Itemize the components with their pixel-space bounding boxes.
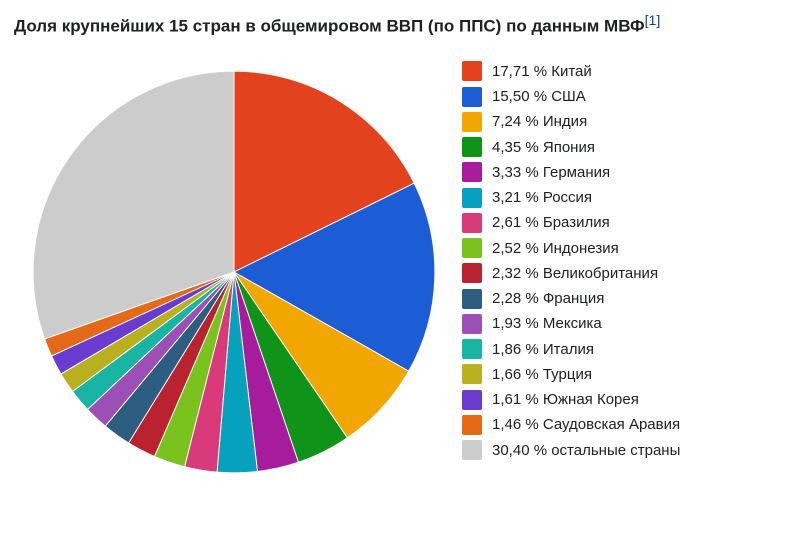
chart-row: 17,71 % Китай15,50 % США7,24 % Индия 4,35… [14,52,776,492]
legend-label: 2,61 % Бразилия [492,211,610,234]
legend-label: 2,52 % Индонезия [492,237,619,260]
legend-label: 2,32 % Великобритания [492,262,658,285]
legend-item: 2,61 % Бразилия [462,211,776,234]
pie-svg [14,52,454,492]
legend-label: 4,35 % Япония [492,136,595,159]
legend-swatch [462,364,482,384]
legend-item: 15,50 % США [462,85,776,108]
legend-label: 1,66 % Турция [492,363,592,386]
legend-swatch [462,112,482,132]
legend-item: 30,40 % остальные страны [462,439,776,462]
legend-label: 2,28 % Франция [492,287,604,310]
legend-swatch [462,289,482,309]
legend-item: 7,24 % Индия [462,110,776,133]
legend-item: 1,66 % Турция [462,363,776,386]
legend-swatch [462,137,482,157]
legend-swatch [462,339,482,359]
legend-item: 2,52 % Индонезия [462,237,776,260]
legend-swatch [462,238,482,258]
legend: 17,71 % Китай15,50 % США7,24 % Индия 4,35… [454,52,776,464]
legend-swatch [462,188,482,208]
legend-item: 3,33 % Германия [462,161,776,184]
legend-label: 1,86 % Италия [492,338,594,361]
chart-title-ref-link[interactable]: [1] [645,13,661,29]
pie-chart [14,52,454,492]
chart-title: Доля крупнейших 15 стран в общемировом В… [14,12,776,38]
chart-title-text: Доля крупнейших 15 стран в общемировом В… [14,17,645,36]
legend-label: 1,93 % Мексика [492,312,602,335]
legend-swatch [462,390,482,410]
legend-item: 3,21 % Россия [462,186,776,209]
legend-label: 3,33 % Германия [492,161,610,184]
legend-swatch [462,87,482,107]
legend-item: 2,28 % Франция [462,287,776,310]
legend-item: 17,71 % Китай [462,60,776,83]
legend-item: 1,46 % Саудовская Аравия [462,413,776,436]
legend-label: 17,71 % Китай [492,60,592,83]
legend-label: 1,61 % Южная Корея [492,388,639,411]
legend-item: 1,61 % Южная Корея [462,388,776,411]
legend-swatch [462,263,482,283]
legend-swatch [462,415,482,435]
legend-label: 15,50 % США [492,85,586,108]
legend-swatch [462,440,482,460]
legend-swatch [462,314,482,334]
legend-swatch [462,61,482,81]
legend-swatch [462,162,482,182]
legend-item: 1,93 % Мексика [462,312,776,335]
legend-swatch [462,213,482,233]
legend-item: 4,35 % Япония [462,136,776,159]
legend-item: 2,32 % Великобритания [462,262,776,285]
legend-label: 7,24 % Индия [492,110,587,133]
legend-item: 1,86 % Италия [462,338,776,361]
legend-label: 3,21 % Россия [492,186,592,209]
legend-label: 30,40 % остальные страны [492,439,680,462]
legend-label: 1,46 % Саудовская Аравия [492,413,680,436]
